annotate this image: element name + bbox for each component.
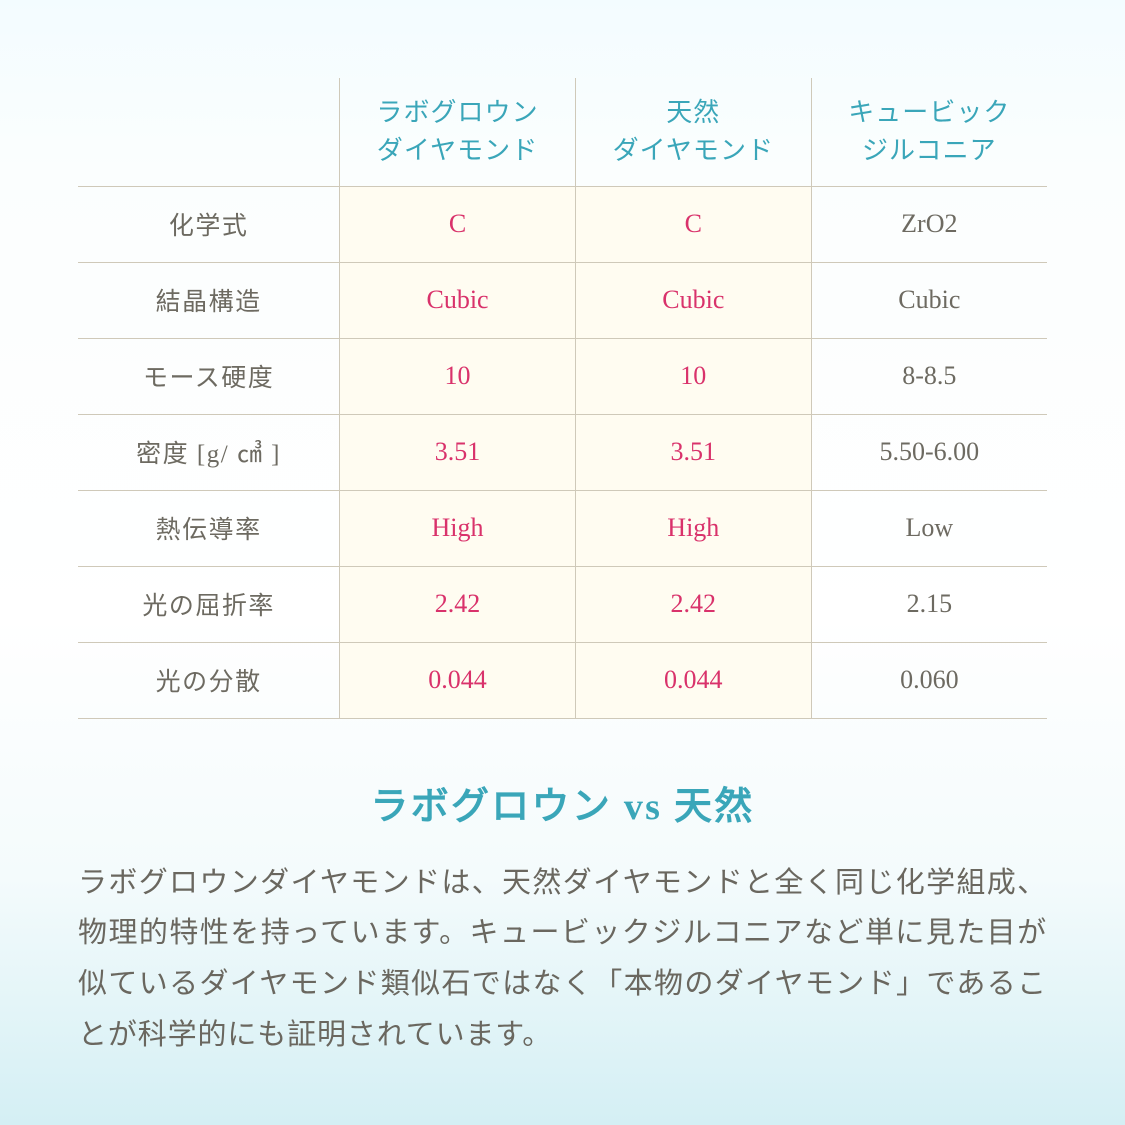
cell-lab: 10 bbox=[340, 338, 576, 414]
cell-nat: 10 bbox=[575, 338, 811, 414]
cell-cz: 5.50-6.00 bbox=[811, 414, 1047, 490]
cell-lab: C bbox=[340, 186, 576, 262]
table-header-natural: 天然ダイヤモンド bbox=[575, 78, 811, 186]
row-label: 結晶構造 bbox=[78, 262, 340, 338]
cell-nat: 2.42 bbox=[575, 566, 811, 642]
section-heading: ラボグロウン vs 天然 bbox=[78, 775, 1047, 830]
row-label: 光の分散 bbox=[78, 642, 340, 718]
cell-nat: High bbox=[575, 490, 811, 566]
table-header-lab: ラボグロウンダイヤモンド bbox=[340, 78, 576, 186]
cell-cz: 2.15 bbox=[811, 566, 1047, 642]
cell-nat: C bbox=[575, 186, 811, 262]
cell-lab: Cubic bbox=[340, 262, 576, 338]
table-row: モース硬度 10 10 8-8.5 bbox=[78, 338, 1047, 414]
row-label: 密度 [g/ ㎤ ] bbox=[78, 414, 340, 490]
cell-cz: Low bbox=[811, 490, 1047, 566]
table-header-cz: キュービックジルコニア bbox=[811, 78, 1047, 186]
row-label: 熱伝導率 bbox=[78, 490, 340, 566]
row-label: モース硬度 bbox=[78, 338, 340, 414]
cell-nat: Cubic bbox=[575, 262, 811, 338]
table-row: 密度 [g/ ㎤ ] 3.51 3.51 5.50-6.00 bbox=[78, 414, 1047, 490]
table-row: 結晶構造 Cubic Cubic Cubic bbox=[78, 262, 1047, 338]
cell-nat: 3.51 bbox=[575, 414, 811, 490]
cell-cz: 8-8.5 bbox=[811, 338, 1047, 414]
table-row: 熱伝導率 High High Low bbox=[78, 490, 1047, 566]
cell-cz: ZrO2 bbox=[811, 186, 1047, 262]
table-header-empty bbox=[78, 78, 340, 186]
row-label: 光の屈折率 bbox=[78, 566, 340, 642]
table-body: 化学式 C C ZrO2 結晶構造 Cubic Cubic Cubic モース硬… bbox=[78, 186, 1047, 718]
cell-lab: High bbox=[340, 490, 576, 566]
cell-cz: 0.060 bbox=[811, 642, 1047, 718]
row-label: 化学式 bbox=[78, 186, 340, 262]
cell-lab: 3.51 bbox=[340, 414, 576, 490]
cell-nat: 0.044 bbox=[575, 642, 811, 718]
table-row: 化学式 C C ZrO2 bbox=[78, 186, 1047, 262]
cell-cz: Cubic bbox=[811, 262, 1047, 338]
section-paragraph: ラボグロウンダイヤモンドは、天然ダイヤモンドと全く同じ化学組成、物理的特性を持っ… bbox=[78, 858, 1047, 1061]
cell-lab: 0.044 bbox=[340, 642, 576, 718]
comparison-table: ラボグロウンダイヤモンド 天然ダイヤモンド キュービックジルコニア 化学式 C … bbox=[78, 78, 1047, 719]
table-row: 光の屈折率 2.42 2.42 2.15 bbox=[78, 566, 1047, 642]
table-row: 光の分散 0.044 0.044 0.060 bbox=[78, 642, 1047, 718]
cell-lab: 2.42 bbox=[340, 566, 576, 642]
